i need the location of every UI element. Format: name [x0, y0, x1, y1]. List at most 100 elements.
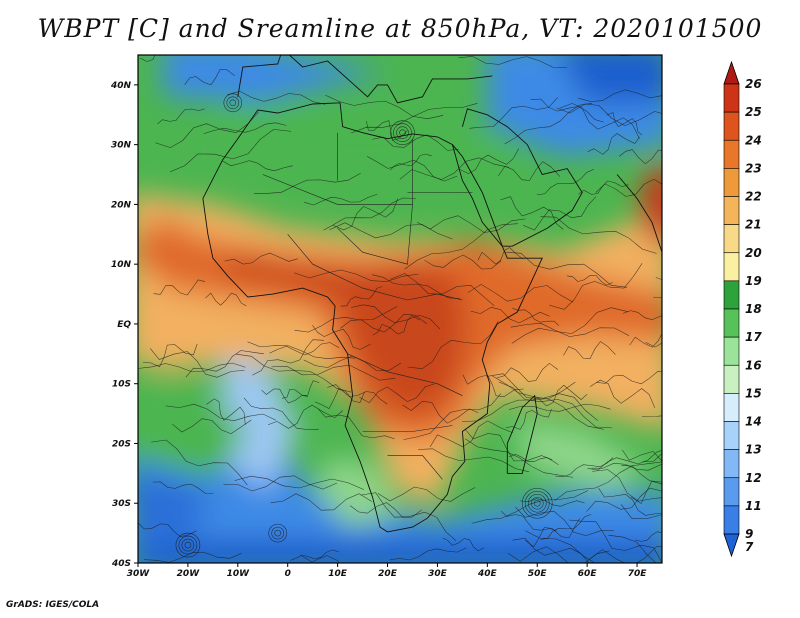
streamline: [152, 481, 214, 494]
lat-label: 20N: [111, 200, 132, 210]
streamline: [591, 462, 662, 471]
streamline: [359, 383, 435, 404]
streamline: [504, 251, 628, 288]
streamline: [578, 180, 629, 195]
streamline: [458, 56, 567, 68]
lat-label: 10N: [111, 260, 132, 270]
streamline: [525, 530, 596, 563]
streamline: [629, 332, 662, 348]
streamline: [203, 122, 287, 134]
streamline: [587, 133, 640, 155]
field-blobs: [138, 55, 662, 563]
streamline: [530, 384, 588, 407]
streamline: [465, 438, 573, 478]
streamline: [407, 320, 499, 369]
lat-label: 30S: [112, 499, 131, 509]
streamline-gyre: [223, 93, 243, 113]
country-border: [347, 353, 463, 396]
streamline: [329, 222, 453, 240]
lat-label: 40S: [111, 559, 131, 569]
streamline-gyre: [274, 529, 282, 537]
streamline-gyre: [527, 493, 547, 513]
streamline: [554, 457, 614, 477]
streamline-gyre: [175, 532, 201, 558]
streamline: [418, 448, 530, 473]
streamline: [508, 454, 559, 466]
lat-label: 20S: [112, 439, 131, 449]
colorbar-segment: [723, 252, 740, 282]
streamline: [522, 196, 597, 231]
lat-label: 30N: [111, 141, 132, 151]
streamline: [559, 103, 640, 139]
streamline: [645, 341, 662, 348]
streamline: [402, 400, 479, 424]
colorbar-label: 20: [745, 246, 762, 260]
streamline-gyre: [521, 487, 553, 519]
hottest-core: [227, 252, 468, 414]
europe-coast: [237, 55, 493, 104]
colorbar-segment: [723, 196, 740, 225]
streamline: [268, 404, 343, 429]
streamline: [340, 313, 428, 333]
streamline: [389, 273, 495, 307]
colorbar-segment: [723, 336, 740, 366]
colorbar-segment: [723, 280, 740, 310]
streamline: [622, 310, 662, 320]
streamline: [429, 420, 513, 448]
streamline: [540, 216, 657, 254]
lon-label: 20W: [177, 569, 201, 579]
streamline: [138, 522, 197, 537]
streamline: [234, 475, 365, 490]
colorbar-label: 26: [745, 77, 762, 91]
streamline: [325, 94, 444, 120]
streamline: [563, 341, 616, 359]
streamline: [157, 108, 205, 125]
north-cool-west: [163, 55, 388, 103]
lon-label: 50E: [528, 569, 548, 579]
streamline: [247, 341, 356, 359]
colorbar-label: 9: [745, 527, 753, 541]
streamline: [620, 55, 632, 56]
streamline: [304, 194, 378, 206]
madagascar-coast: [506, 394, 538, 474]
streamline: [512, 307, 560, 326]
streamline: [290, 549, 339, 561]
colorbar-segment: [723, 139, 740, 169]
arabian-hot: [640, 164, 662, 245]
streamline: [491, 375, 604, 430]
streamline: [293, 269, 419, 282]
colorbar-label: 12: [745, 471, 762, 485]
country-border: [387, 455, 443, 480]
lon-label: 70E: [628, 569, 648, 579]
africa-coast: [202, 102, 543, 533]
streamline: [515, 506, 615, 536]
streamlines: [138, 55, 662, 563]
colorbar-label: 21: [745, 218, 762, 232]
streamline: [442, 537, 485, 552]
arabia-coast: [452, 108, 583, 247]
colorbar-segment: [723, 421, 740, 450]
streamline: [589, 379, 656, 408]
latitude-axis: 40N 30N 20N 10N EQ 10S 20S 30S 40S: [110, 81, 138, 569]
streamline: [372, 315, 420, 336]
streamline: [653, 296, 662, 299]
streamline: [282, 380, 320, 399]
country-border: [262, 174, 413, 265]
streamline: [227, 91, 326, 105]
streamline: [389, 153, 432, 171]
colorbar-label: 18: [745, 302, 762, 316]
lon-label: 30W: [127, 569, 151, 579]
colorbar-label: 16: [745, 358, 762, 372]
streamline: [169, 129, 292, 173]
streamline: [498, 381, 612, 429]
streamline-gyre: [393, 123, 412, 142]
streamline: [165, 403, 277, 422]
streamline: [620, 504, 662, 519]
streamline: [496, 362, 559, 382]
streamline: [271, 364, 396, 381]
streamline-gyre: [178, 535, 198, 555]
streamline: [477, 247, 524, 265]
streamline: [471, 490, 589, 524]
streamline: [317, 408, 395, 440]
streamline: [462, 374, 524, 397]
